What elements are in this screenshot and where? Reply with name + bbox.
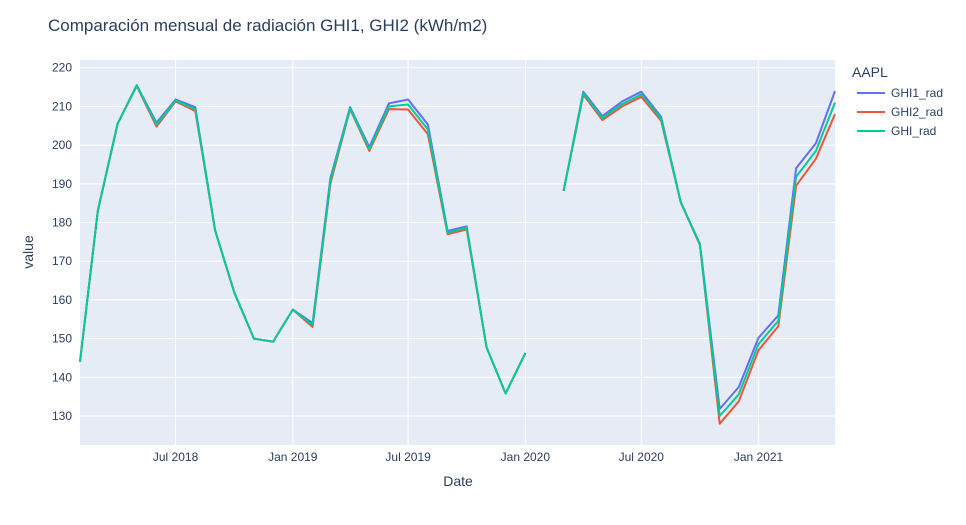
plot-area[interactable] xyxy=(80,60,835,445)
x-tick-label: Jul 2019 xyxy=(385,450,431,464)
x-axis-ticks: Jul 2018 Jan 2019 Jul 2019 Jan 2020 Jul 2020… xyxy=(153,450,784,464)
x-tick-label: Jan 2019 xyxy=(268,450,318,464)
y-tick-label: 140 xyxy=(52,370,72,384)
series-lines xyxy=(79,84,836,425)
chart-title: Comparación mensual de radiación GHI1, G… xyxy=(48,16,487,35)
x-axis-title: Date xyxy=(443,473,473,489)
y-tick-label: 180 xyxy=(52,216,72,230)
y-tick-label: 170 xyxy=(52,254,72,268)
y-axis-ticks: 130 140 150 160 170 180 190 200 210 220 xyxy=(52,61,72,423)
y-tick-label: 200 xyxy=(52,138,72,152)
legend-label: GHI2_rad xyxy=(891,105,943,119)
legend: AAPL GHI1_rad GHI2_rad GHI_rad xyxy=(852,64,943,138)
legend-label: GHI_rad xyxy=(891,124,936,138)
grid xyxy=(80,60,835,445)
y-tick-label: 190 xyxy=(52,177,72,191)
legend-label: GHI1_rad xyxy=(891,86,943,100)
y-tick-label: 210 xyxy=(52,99,72,113)
y-tick-label: 130 xyxy=(52,409,72,423)
x-tick-label: Jul 2018 xyxy=(153,450,199,464)
y-tick-label: 150 xyxy=(52,332,72,346)
x-tick-label: Jan 2021 xyxy=(734,450,784,464)
legend-title: AAPL xyxy=(852,64,888,80)
legend-item[interactable]: GHI_rad xyxy=(857,124,936,138)
legend-item[interactable]: GHI2_rad xyxy=(857,105,943,119)
y-axis-title: value xyxy=(20,235,36,269)
y-tick-label: 220 xyxy=(52,61,72,75)
series-line-ghi-rad[interactable] xyxy=(79,84,836,417)
y-tick-label: 160 xyxy=(52,293,72,307)
x-tick-label: Jul 2020 xyxy=(619,450,665,464)
legend-item[interactable]: GHI1_rad xyxy=(857,86,943,100)
x-tick-label: Jan 2020 xyxy=(501,450,551,464)
